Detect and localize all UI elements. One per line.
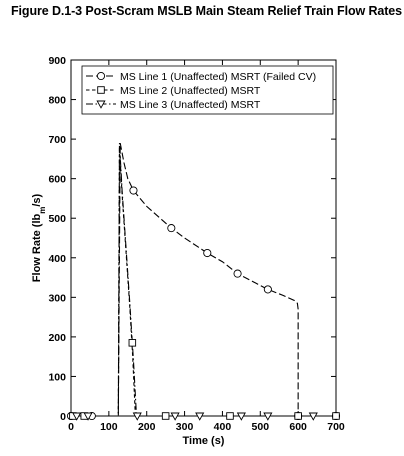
- legend-box: [81, 65, 334, 115]
- series-3-marker: [236, 412, 246, 421]
- y-tick-label: 0: [60, 411, 66, 423]
- series-3-marker: [308, 412, 318, 421]
- y-axis-title: Flow Rate (lbm/s): [31, 193, 47, 282]
- legend-marker-1: [96, 71, 106, 81]
- legend-marker-3: [96, 100, 106, 109]
- series-line-3: [71, 143, 336, 417]
- y-tick-labels: 0 100 200 300 400 500 600 700 800 900: [48, 55, 66, 423]
- series-3-marker: [132, 412, 142, 421]
- x-tick-label: 200: [138, 421, 156, 433]
- x-tick-label: 0: [68, 421, 74, 433]
- y-tick-label: 200: [48, 332, 66, 344]
- series-2-marker: [128, 339, 137, 347]
- legend-label-1: MS Line 1 (Unaffected) MSRT (Failed CV): [120, 71, 316, 83]
- y-tick-label: 100: [48, 371, 66, 383]
- x-tick-label: 300: [176, 421, 194, 433]
- x-tick-label: 600: [289, 421, 307, 433]
- legend-label-3: MS Line 3 (Unaffected) MSRT: [120, 99, 261, 111]
- series-markers: [66, 186, 341, 421]
- series-1-marker: [263, 285, 272, 294]
- series-2-marker: [294, 412, 302, 420]
- legend-label-2: MS Line 2 (Unaffected) MSRT: [120, 85, 261, 97]
- y-axis-title-sub: m: [38, 207, 47, 214]
- series-1-marker: [203, 248, 212, 258]
- series-lines: [71, 142, 336, 417]
- legend-marker-2: [97, 86, 105, 94]
- legend-entries: MS Line 1 (Unaffected) MSRT (Failed CV) M…: [86, 71, 316, 111]
- figure-title: Figure D.1-3 Post-Scram MSLB Main Steam …: [11, 4, 403, 18]
- x-tick-label: 700: [327, 421, 345, 433]
- y-tick-label: 400: [48, 253, 66, 265]
- x-tick-labels: 0 100 200 300 400 500 600 700: [68, 421, 345, 433]
- series-3-marker: [195, 412, 205, 421]
- x-tick-label: 400: [214, 421, 232, 433]
- y-tick-label: 800: [48, 95, 66, 107]
- series-1-marker: [233, 269, 242, 278]
- series-2-marker: [332, 412, 340, 420]
- axis-ticks: [70, 59, 337, 417]
- y-tick-label: 600: [48, 174, 66, 186]
- series-1-marker: [167, 224, 176, 233]
- series-3-marker: [72, 412, 82, 421]
- legend: MS Line 1 (Unaffected) MSRT (Failed CV) M…: [81, 65, 334, 115]
- series-3-marker: [263, 412, 273, 421]
- series-line-1: [71, 142, 336, 417]
- plot-frame: [70, 59, 337, 417]
- x-tick-label: 100: [100, 421, 118, 433]
- series-1-marker: [129, 186, 138, 195]
- y-axis-title-end: /s): [31, 193, 43, 206]
- y-tick-label: 500: [48, 213, 66, 225]
- x-tick-label: 500: [252, 421, 270, 433]
- y-tick-label: 300: [48, 292, 66, 304]
- x-axis-title: Time (s): [183, 435, 225, 447]
- series-line-2: [71, 146, 336, 417]
- series-2-marker: [226, 412, 234, 420]
- y-tick-label: 700: [48, 134, 66, 146]
- y-axis-title-main: Flow Rate (lb: [31, 213, 43, 282]
- series-3-marker: [83, 412, 93, 421]
- series-2-marker: [161, 412, 170, 420]
- y-tick-label: 900: [48, 55, 66, 67]
- series-3-marker: [170, 412, 180, 421]
